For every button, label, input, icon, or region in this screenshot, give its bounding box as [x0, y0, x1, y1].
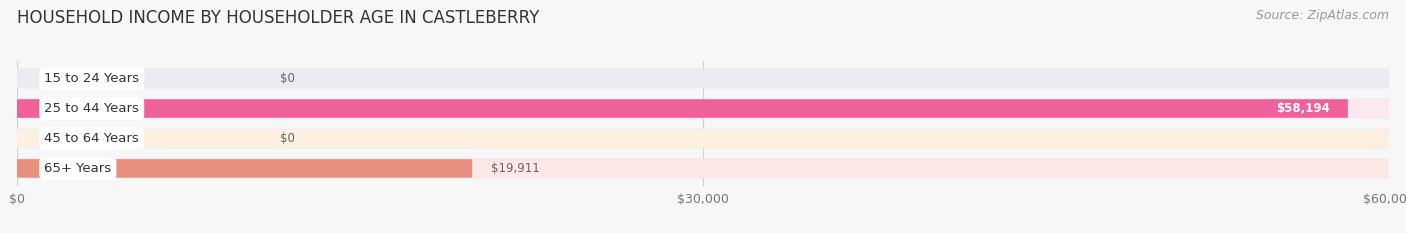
- FancyBboxPatch shape: [17, 129, 1389, 148]
- Text: Source: ZipAtlas.com: Source: ZipAtlas.com: [1256, 9, 1389, 22]
- Text: 45 to 64 Years: 45 to 64 Years: [45, 132, 139, 145]
- FancyBboxPatch shape: [17, 69, 1389, 88]
- FancyBboxPatch shape: [17, 99, 1389, 118]
- FancyBboxPatch shape: [17, 99, 1348, 118]
- FancyBboxPatch shape: [17, 129, 1389, 148]
- Text: HOUSEHOLD INCOME BY HOUSEHOLDER AGE IN CASTLEBERRY: HOUSEHOLD INCOME BY HOUSEHOLDER AGE IN C…: [17, 9, 540, 27]
- Text: $0: $0: [280, 72, 295, 85]
- Text: $19,911: $19,911: [491, 162, 540, 175]
- Text: 25 to 44 Years: 25 to 44 Years: [45, 102, 139, 115]
- Text: 65+ Years: 65+ Years: [45, 162, 111, 175]
- FancyBboxPatch shape: [17, 159, 1389, 178]
- Text: $0: $0: [280, 132, 295, 145]
- FancyBboxPatch shape: [17, 159, 472, 178]
- Text: 15 to 24 Years: 15 to 24 Years: [45, 72, 139, 85]
- FancyBboxPatch shape: [17, 99, 1389, 118]
- Text: $58,194: $58,194: [1275, 102, 1330, 115]
- FancyBboxPatch shape: [17, 69, 1389, 88]
- FancyBboxPatch shape: [17, 159, 1389, 178]
